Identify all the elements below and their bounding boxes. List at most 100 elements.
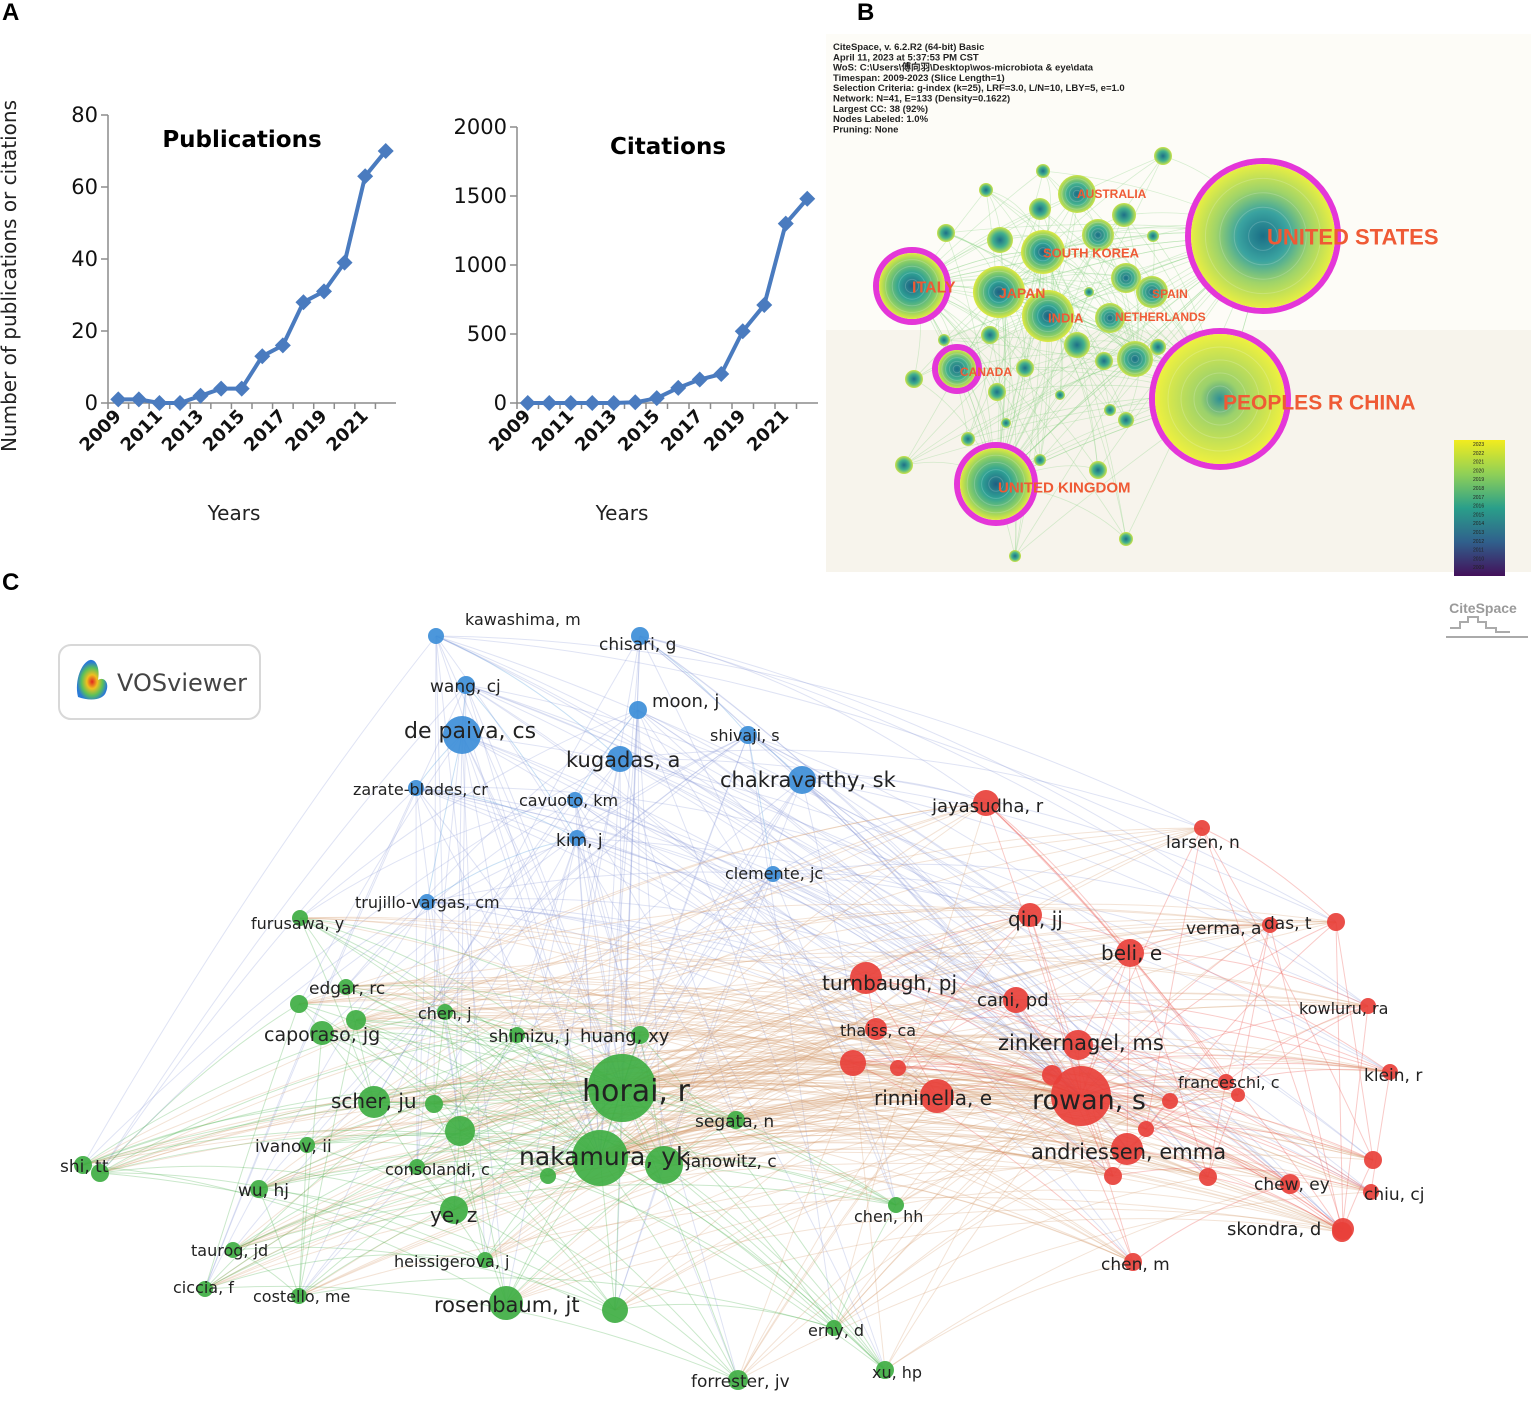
citespace-node-ring: [873, 247, 951, 325]
vosviewer-edge: [772, 873, 897, 1206]
x-tick-label: 2021: [743, 406, 793, 456]
vosviewer-edge: [321, 1031, 623, 1089]
x-axis-title-citations: Years: [595, 501, 649, 525]
vosviewer-edge: [298, 988, 1171, 1102]
citespace-node: [1104, 404, 1116, 416]
citespace-node-ring-band: [966, 454, 1026, 514]
citespace-node: [1036, 164, 1050, 178]
vosviewer-edge: [639, 1025, 1053, 1076]
vosviewer-edge: [1080, 921, 1337, 1097]
author-node: [425, 1095, 443, 1113]
colorbar-year-label: 2009: [1473, 565, 1484, 571]
vosviewer-edge: [415, 787, 1372, 1193]
vosviewer-edge: [1169, 1068, 1391, 1102]
vosviewer-edge: [99, 1036, 1391, 1174]
vosviewer-edge: [599, 1094, 938, 1159]
citespace-node: [879, 253, 945, 319]
vosviewer-edge: [1207, 1176, 1343, 1233]
country-label-south-korea: SOUTH KOREA: [1043, 246, 1140, 261]
vosviewer-edge: [465, 684, 1017, 1001]
vosviewer-edge: [373, 1101, 601, 1159]
author-label-consolandi-c: consolandi, c: [385, 1160, 490, 1179]
citespace-edge: [995, 155, 1164, 485]
vosviewer-edge: [1201, 827, 1344, 1230]
vosviewer-edge: [99, 1034, 518, 1174]
vosviewer-edge: [345, 976, 1053, 1076]
author-label-de-paiva-cs: de paiva, cs: [404, 719, 536, 744]
author-label-turnbaugh-pj: turnbaugh, pj: [822, 971, 957, 995]
data-point: [584, 395, 601, 411]
author-node: [291, 1288, 307, 1304]
vosviewer-edge: [258, 734, 749, 1190]
author-label-janowitz-c: janowitz, c: [685, 1152, 777, 1172]
vosviewer-edge: [453, 914, 1031, 1211]
vosviewer-edge: [465, 684, 578, 839]
author-node: [1051, 1066, 1111, 1126]
data-point: [130, 391, 147, 408]
citespace-node-ring: [954, 442, 1038, 526]
data-point: [316, 283, 332, 300]
vosviewer-edge: [321, 1032, 601, 1159]
citespace-node-ring-band: [952, 364, 962, 374]
vosviewer-edge: [298, 873, 774, 1297]
vosviewer-edge: [204, 901, 428, 1290]
author-node: [1262, 917, 1278, 933]
colorbar-year-label: 2015: [1473, 512, 1484, 518]
vosviewer-edge: [82, 1011, 446, 1166]
vosviewer-edge: [663, 1093, 1082, 1166]
vosviewer-edge: [599, 1044, 1079, 1159]
citespace-node-ring-band: [1113, 265, 1139, 291]
vosviewer-edge: [865, 976, 1017, 1001]
citespace-node: [987, 227, 1013, 253]
vosviewer-edge: [505, 1154, 1374, 1304]
vosviewer-edge: [599, 1126, 1372, 1193]
vosviewer-edge: [321, 1032, 549, 1177]
vosviewer-edge: [299, 916, 1053, 1076]
vosviewer-edge: [884, 1095, 1082, 1371]
data-point: [336, 254, 353, 271]
citespace-node-ring-band: [1193, 372, 1247, 426]
vosviewer-edges: [82, 635, 1391, 1381]
vosviewer-edge: [426, 901, 1082, 1097]
vosviewer-edge: [852, 1062, 886, 1371]
vosviewer-edge: [801, 779, 1082, 1097]
vosviewer-edge: [232, 734, 749, 1251]
citespace-node-ring-band: [1061, 178, 1093, 210]
author-node: [445, 1116, 475, 1146]
author-node: [292, 910, 308, 926]
vosviewer-edge: [453, 1028, 877, 1211]
vosviewer-edge: [1269, 924, 1343, 1233]
citespace-node: [937, 224, 955, 242]
vosviewer-edge: [298, 991, 1082, 1097]
citespace-node-ring-band: [1029, 238, 1057, 266]
citespace-node: [1095, 352, 1113, 370]
vosviewer-edge: [444, 903, 1337, 1013]
vosviewer-edge: [345, 980, 1082, 1097]
vosviewer-edge: [619, 758, 1082, 1097]
vosviewer-edge: [1080, 1005, 1369, 1097]
vosviewer-edge: [345, 986, 665, 1166]
colorbar-year-label: 2010: [1473, 556, 1484, 562]
vosviewer-edge: [895, 1189, 1343, 1233]
vosviewer-edge: [306, 802, 987, 1146]
vosviewer-edge: [547, 873, 774, 1177]
vosviewer-edge: [82, 758, 621, 1166]
vosviewer-edge: [895, 1081, 1227, 1206]
author-node: [408, 780, 424, 796]
vosviewer-edge: [772, 873, 1082, 1097]
vosviewer-edge: [306, 1141, 549, 1177]
vosviewer-edge: [574, 799, 665, 1166]
citespace-node: [960, 448, 1032, 520]
author-node: [440, 1196, 468, 1224]
vosviewer-edge: [415, 787, 601, 1159]
author-node: [876, 1361, 894, 1379]
data-point: [295, 294, 312, 311]
author-node: [865, 1018, 887, 1040]
author-node: [299, 1137, 315, 1153]
author-label-horai-r: horai, r: [582, 1074, 690, 1109]
vosviewer-edge: [639, 635, 1271, 926]
data-point: [691, 371, 708, 388]
vosviewer-edge: [599, 1062, 854, 1159]
vosviewer-edge: [747, 734, 1343, 1233]
data-point: [233, 380, 250, 397]
